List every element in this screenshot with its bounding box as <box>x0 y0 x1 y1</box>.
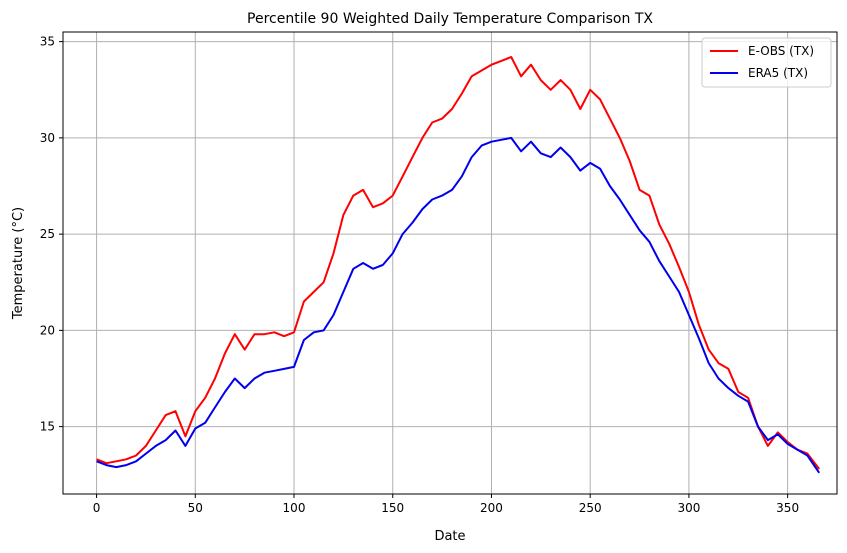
x-tick-label: 200 <box>480 501 503 515</box>
y-tick-label: 25 <box>40 227 55 241</box>
x-tick-label: 100 <box>283 501 306 515</box>
chart-title: Percentile 90 Weighted Daily Temperature… <box>247 11 653 27</box>
series-line-era5 <box>96 136 821 474</box>
y-tick-label: 30 <box>40 131 55 145</box>
x-tick-label: 50 <box>188 501 203 515</box>
y-tick-label: 35 <box>40 35 55 49</box>
legend-label-era5: ERA5 (TX) <box>748 66 808 80</box>
x-tick-label: 0 <box>93 501 101 515</box>
x-axis-label: Date <box>434 529 465 544</box>
series-lines <box>96 56 821 474</box>
x-tick-label: 250 <box>579 501 602 515</box>
x-axis-ticks: 0 50 100 150 200 250 300 350 <box>93 494 799 515</box>
y-tick-label: 15 <box>40 420 55 434</box>
y-axis-ticks: 15 20 25 30 35 <box>40 35 63 434</box>
series-line-eobs <box>96 56 820 470</box>
y-tick-label: 20 <box>40 323 55 337</box>
x-tick-label: 350 <box>776 501 799 515</box>
grid-lines <box>63 32 837 494</box>
y-axis-label: Temperature (°C) <box>11 207 26 320</box>
x-tick-label: 150 <box>381 501 404 515</box>
plot-frame <box>62 31 838 495</box>
legend-label-eobs: E-OBS (TX) <box>748 44 814 58</box>
x-tick-label: 300 <box>677 501 700 515</box>
legend: E-OBS (TX) ERA5 (TX) <box>701 37 832 88</box>
